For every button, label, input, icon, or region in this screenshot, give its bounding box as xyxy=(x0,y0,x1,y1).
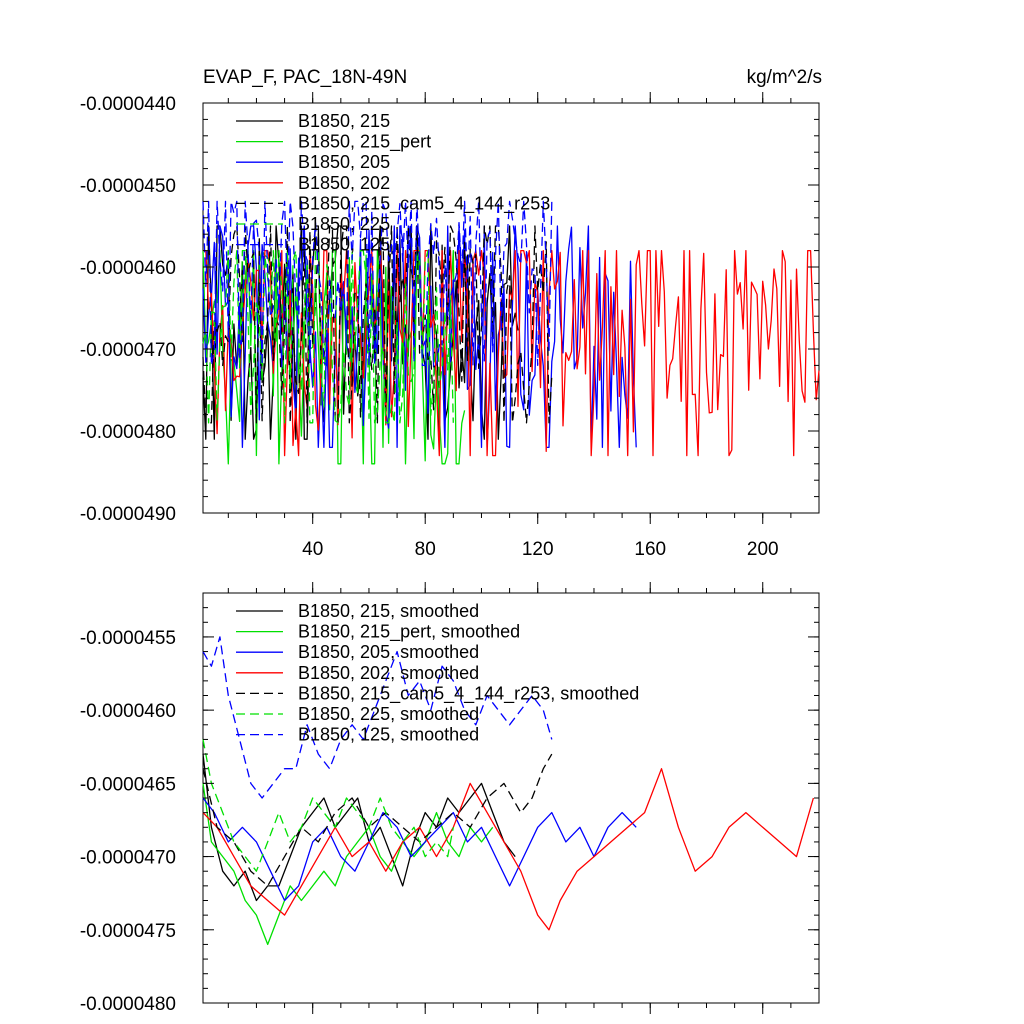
top-legend-label: B1850, 215_pert xyxy=(298,132,431,153)
bottom-y-tick-label: -0.0000475 xyxy=(80,921,176,942)
bottom-series-line-0 xyxy=(202,754,516,902)
top-y-tick-label: -0.0000450 xyxy=(80,176,176,197)
top-legend-label: B1850, 215_cam5_4_144_r253 xyxy=(298,193,550,214)
top-x-tick-label: 80 xyxy=(415,539,436,560)
top-series-group xyxy=(202,200,820,465)
bottom-legend-label: B1850, 205, smoothed xyxy=(298,642,479,662)
top-axes: -0.0000440 -0.0000450 -0.0000460 -0.0000470… xyxy=(80,92,819,560)
top-panel: EVAP_F, PAC_18N-49N kg/m^2/s B1850, 215B… xyxy=(80,67,822,560)
bottom-y-tick-label: -0.0000460 xyxy=(80,701,176,722)
bottom-legend-label: B1850, 202, smoothed xyxy=(298,663,479,683)
top-series-line-6 xyxy=(202,200,553,367)
top-legend-label: B1850, 202 xyxy=(298,173,390,193)
top-legend-label: B1850, 125 xyxy=(298,235,390,255)
bottom-legend-label: B1850, 215_pert, smoothed xyxy=(298,622,520,643)
top-y-tick-label: -0.0000470 xyxy=(80,340,176,361)
top-x-tick-label: 200 xyxy=(747,539,779,560)
top-x-tick-label: 120 xyxy=(522,539,554,560)
bottom-plot-frame xyxy=(202,592,820,1004)
bottom-series-line-1 xyxy=(202,783,494,946)
top-y-tick-label: -0.0000480 xyxy=(80,422,176,443)
bottom-series-line-6 xyxy=(202,636,553,799)
bottom-series-group xyxy=(202,636,815,946)
top-series-line-5 xyxy=(202,249,454,424)
bottom-y-tick-label: -0.0000465 xyxy=(80,774,176,795)
top-units: kg/m^2/s xyxy=(747,67,822,88)
top-y-tick-label: -0.0000440 xyxy=(80,94,176,115)
top-title: EVAP_F, PAC_18N-49N xyxy=(203,67,407,88)
top-legend-label: B1850, 225 xyxy=(298,214,390,234)
bottom-y-tick-label: -0.0000455 xyxy=(80,628,176,649)
bottom-series-line-2 xyxy=(202,797,637,902)
bottom-legend-label: B1850, 225, smoothed xyxy=(298,704,479,724)
top-legend-label: B1850, 205 xyxy=(298,152,390,172)
bottom-y-tick-label: -0.0000480 xyxy=(80,994,176,1015)
bottom-y-tick-label: -0.0000470 xyxy=(80,848,176,869)
top-series-line-3 xyxy=(203,249,820,457)
top-x-tick-label: 40 xyxy=(302,539,323,560)
bottom-legend-label: B1850, 215, smoothed xyxy=(298,601,479,621)
bottom-legend-label: B1850, 215_cam5_4_144_r253, smoothed xyxy=(298,683,639,704)
bottom-series-line-5 xyxy=(202,739,454,872)
bottom-series-line-3 xyxy=(202,768,815,931)
bottom-legend-label: B1850, 125, smoothed xyxy=(298,725,479,745)
top-plot-frame xyxy=(202,102,820,514)
bottom-axes: -0.0000455 -0.0000460 -0.0000465 -0.0000470… xyxy=(80,582,819,1015)
top-legend-label: B1850, 215 xyxy=(298,111,390,131)
top-y-tick-label: -0.0000490 xyxy=(80,504,176,525)
top-y-tick-label: -0.0000460 xyxy=(80,258,176,279)
top-x-tick-label: 160 xyxy=(634,539,666,560)
